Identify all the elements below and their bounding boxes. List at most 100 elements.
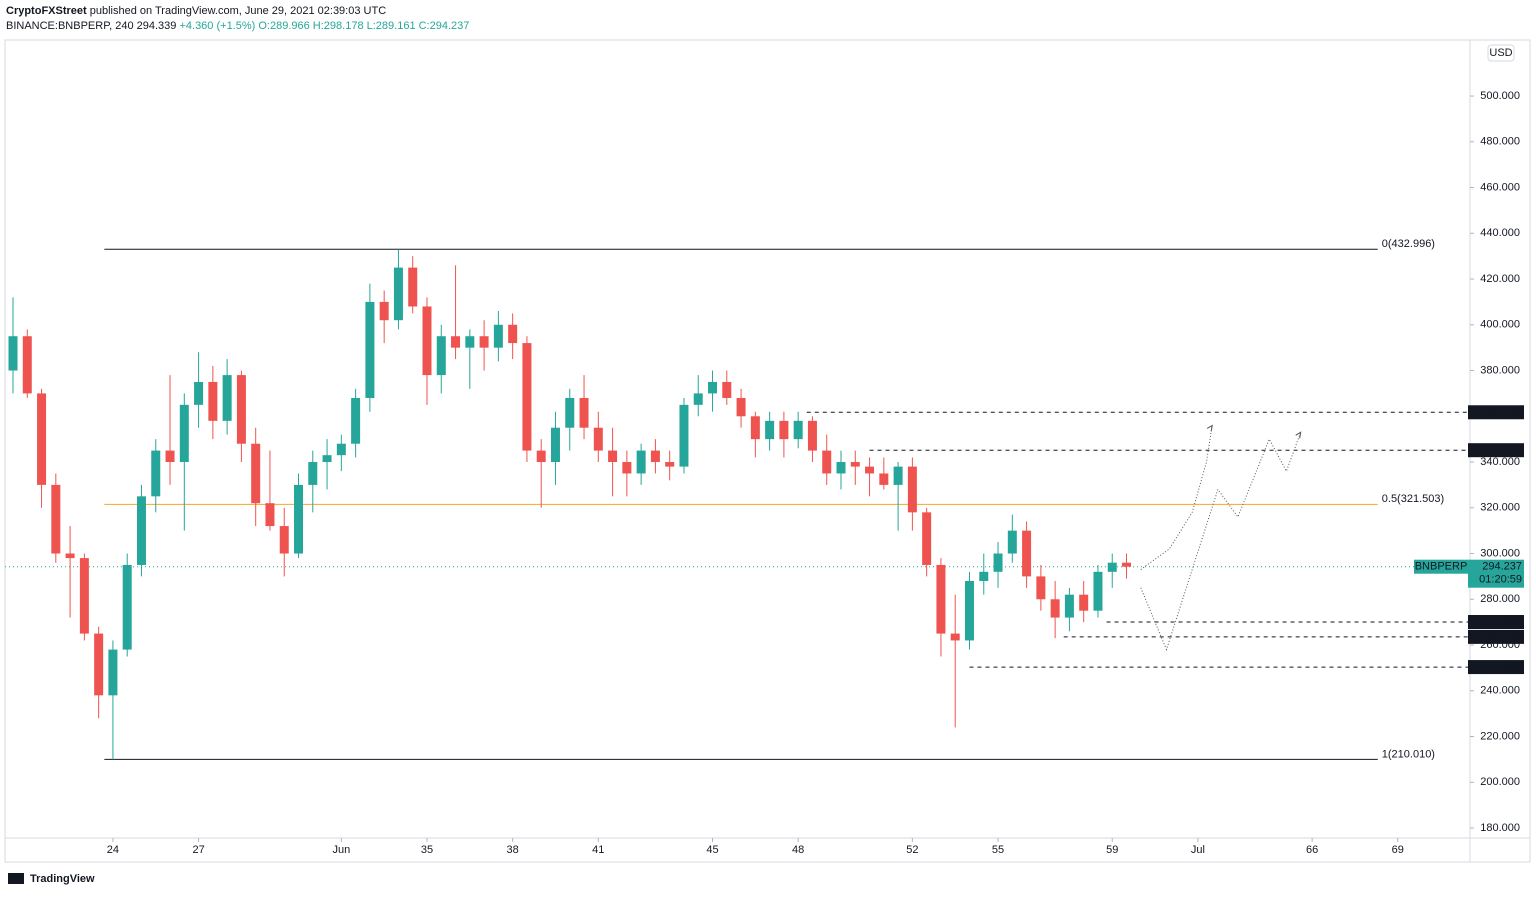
level-label: 263.553 <box>1482 631 1522 643</box>
candle-body <box>836 462 846 474</box>
candle-body <box>65 553 75 559</box>
author: CryptoFXStreet <box>6 5 87 17</box>
candle-body <box>922 512 932 565</box>
candle-body <box>636 450 646 474</box>
candle-body <box>579 397 589 428</box>
candle-body <box>936 564 946 634</box>
candle-body <box>393 267 403 321</box>
x-tick-label: 24 <box>107 844 119 856</box>
level-box <box>1468 443 1524 458</box>
header: CryptoFXStreet published on TradingView.… <box>6 5 386 17</box>
level-label: 345.171 <box>1482 444 1522 456</box>
candle-body <box>422 306 432 376</box>
x-tick-label: Jul <box>1191 844 1205 856</box>
candle-body <box>550 427 560 463</box>
y-tick-label: 300.000 <box>1480 547 1520 559</box>
candle-body <box>308 462 318 485</box>
candle-body <box>165 450 175 463</box>
candle-body <box>693 393 703 405</box>
candle-body <box>993 553 1003 572</box>
y-tick-label: 220.000 <box>1480 730 1520 742</box>
candle-body <box>479 336 489 348</box>
candle-body <box>108 649 118 696</box>
candle-body <box>251 443 261 504</box>
candle-body <box>736 397 746 417</box>
y-tick-label: 380.000 <box>1480 364 1520 376</box>
projection-arrow <box>1295 431 1302 439</box>
last: 294.339 <box>137 20 177 32</box>
y-tick-label: 240.000 <box>1480 685 1520 697</box>
x-tick-label: 59 <box>1106 844 1118 856</box>
candle-body <box>779 420 789 440</box>
candle-body <box>1050 599 1060 618</box>
x-tick-label: 41 <box>592 844 604 856</box>
x-tick-label: 48 <box>792 844 804 856</box>
fib-label: 1(210.010) <box>1382 748 1435 760</box>
candle-body <box>1122 562 1132 567</box>
candle-body <box>536 450 546 463</box>
candle-body <box>907 466 917 513</box>
projection-arrow <box>1206 424 1213 432</box>
y-tick-label: 340.000 <box>1480 456 1520 468</box>
candle-body <box>1064 594 1074 618</box>
candle-body <box>37 393 47 485</box>
candle-body <box>365 301 375 398</box>
candle-body <box>979 571 989 581</box>
candle-body <box>236 375 246 444</box>
candle-body <box>608 450 618 463</box>
candle-body <box>565 397 575 428</box>
candle-body <box>136 496 146 565</box>
price-box <box>1468 559 1524 588</box>
level-label: 361.753 <box>1482 406 1522 418</box>
x-tick-label: 52 <box>906 844 918 856</box>
candle-body <box>151 450 161 497</box>
candle-body <box>1079 594 1089 611</box>
level-box <box>1468 614 1524 629</box>
currency-box[interactable] <box>1487 44 1515 62</box>
candle-body <box>322 455 332 463</box>
x-tick-label: 27 <box>192 844 204 856</box>
projection-path <box>1140 432 1302 652</box>
candle-body <box>294 484 304 554</box>
level-box <box>1468 405 1524 420</box>
candle-body <box>893 466 903 485</box>
countdown: 01:20:59 <box>1479 574 1522 586</box>
candle-body <box>793 420 803 440</box>
symbol-label: BNBPERP <box>1415 561 1468 573</box>
candle-body <box>665 462 675 467</box>
candle-body <box>807 420 817 451</box>
x-tick-label: 45 <box>706 844 718 856</box>
y-tick-label: 400.000 <box>1480 319 1520 331</box>
projection-path <box>1140 425 1213 570</box>
candle-body <box>765 420 775 440</box>
candle-body <box>1107 562 1117 572</box>
candle-body <box>222 375 232 421</box>
candle-body <box>265 503 275 527</box>
level-label: 250.358 <box>1482 661 1522 673</box>
candle-body <box>279 526 289 554</box>
change: +4.360 (+1.5%) <box>179 20 255 32</box>
candle-body <box>964 580 974 641</box>
candle-body <box>708 381 718 394</box>
symbol-line: BINANCE:BNBPERP, 240 294.339 +4.360 (+1.… <box>6 20 469 32</box>
currency: USD <box>1489 47 1512 59</box>
candle-body <box>351 397 361 444</box>
candle-body <box>51 484 61 554</box>
logo-icon <box>8 873 24 884</box>
candle-body <box>208 381 218 421</box>
candle-body <box>508 324 518 344</box>
level-box <box>1468 660 1524 675</box>
price-label: 294.237 <box>1482 561 1522 573</box>
y-tick-label: 420.000 <box>1480 273 1520 285</box>
published: published on TradingView.com, June 29, 2… <box>90 5 386 17</box>
x-tick-label: 35 <box>421 844 433 856</box>
y-tick-label: 480.000 <box>1480 136 1520 148</box>
frame <box>4 39 1531 863</box>
candle-body <box>593 427 603 451</box>
fib-label: 0(432.996) <box>1382 238 1435 250</box>
x-tick-label: 66 <box>1306 844 1318 856</box>
candle-body <box>622 462 632 474</box>
y-tick-label: 200.000 <box>1480 776 1520 788</box>
y-tick-label: 460.000 <box>1480 181 1520 193</box>
candle-body <box>865 466 875 474</box>
